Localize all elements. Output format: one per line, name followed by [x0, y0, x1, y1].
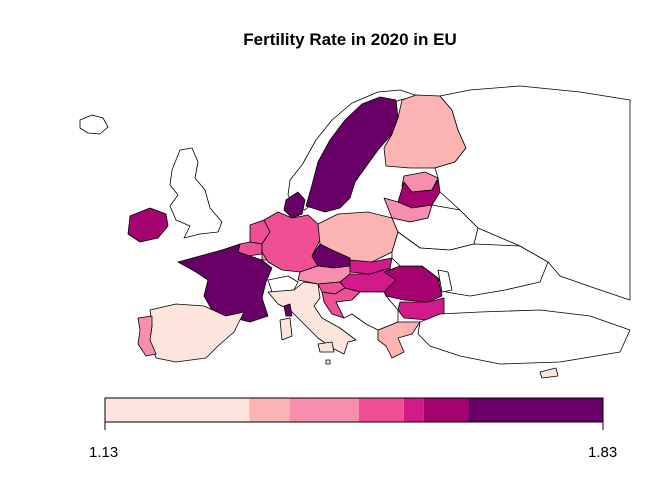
- legend-bin-5: [403, 398, 424, 422]
- legend-frame: [104, 397, 604, 423]
- legend-bin-2: [249, 398, 290, 422]
- region-uk: [169, 147, 223, 239]
- legend: [104, 397, 604, 430]
- region-corsica: [283, 303, 293, 317]
- region-iceland: [79, 114, 109, 135]
- region-ireland: [127, 207, 169, 243]
- region-switzerland: [267, 275, 299, 293]
- legend-max-label: 1.83: [588, 444, 618, 461]
- map-title: Fertility Rate in 2020 in EU: [243, 30, 457, 49]
- region-moldova: [437, 269, 453, 293]
- legend-bin-7: [468, 398, 603, 422]
- region-turkey: [417, 309, 631, 365]
- region-sardinia: [279, 317, 293, 341]
- region-germany: [261, 211, 321, 273]
- legend-bin-4: [358, 398, 404, 422]
- region-russia: [434, 85, 631, 301]
- legend-min-label: 1.13: [89, 444, 119, 461]
- region-malta: [325, 359, 331, 365]
- region-ukraine: [391, 231, 549, 297]
- region-denmark: [283, 191, 306, 219]
- legend-bin-1: [105, 398, 250, 422]
- region-italy: [267, 281, 357, 355]
- region-balkans: [335, 291, 399, 331]
- legend-bin-3: [289, 398, 359, 422]
- region-france: [177, 243, 273, 323]
- legend-bin-6: [423, 398, 469, 422]
- region-portugal: [137, 315, 157, 357]
- region-cyprus: [539, 367, 559, 379]
- region-greece: [377, 321, 421, 359]
- region-sicily: [317, 341, 335, 353]
